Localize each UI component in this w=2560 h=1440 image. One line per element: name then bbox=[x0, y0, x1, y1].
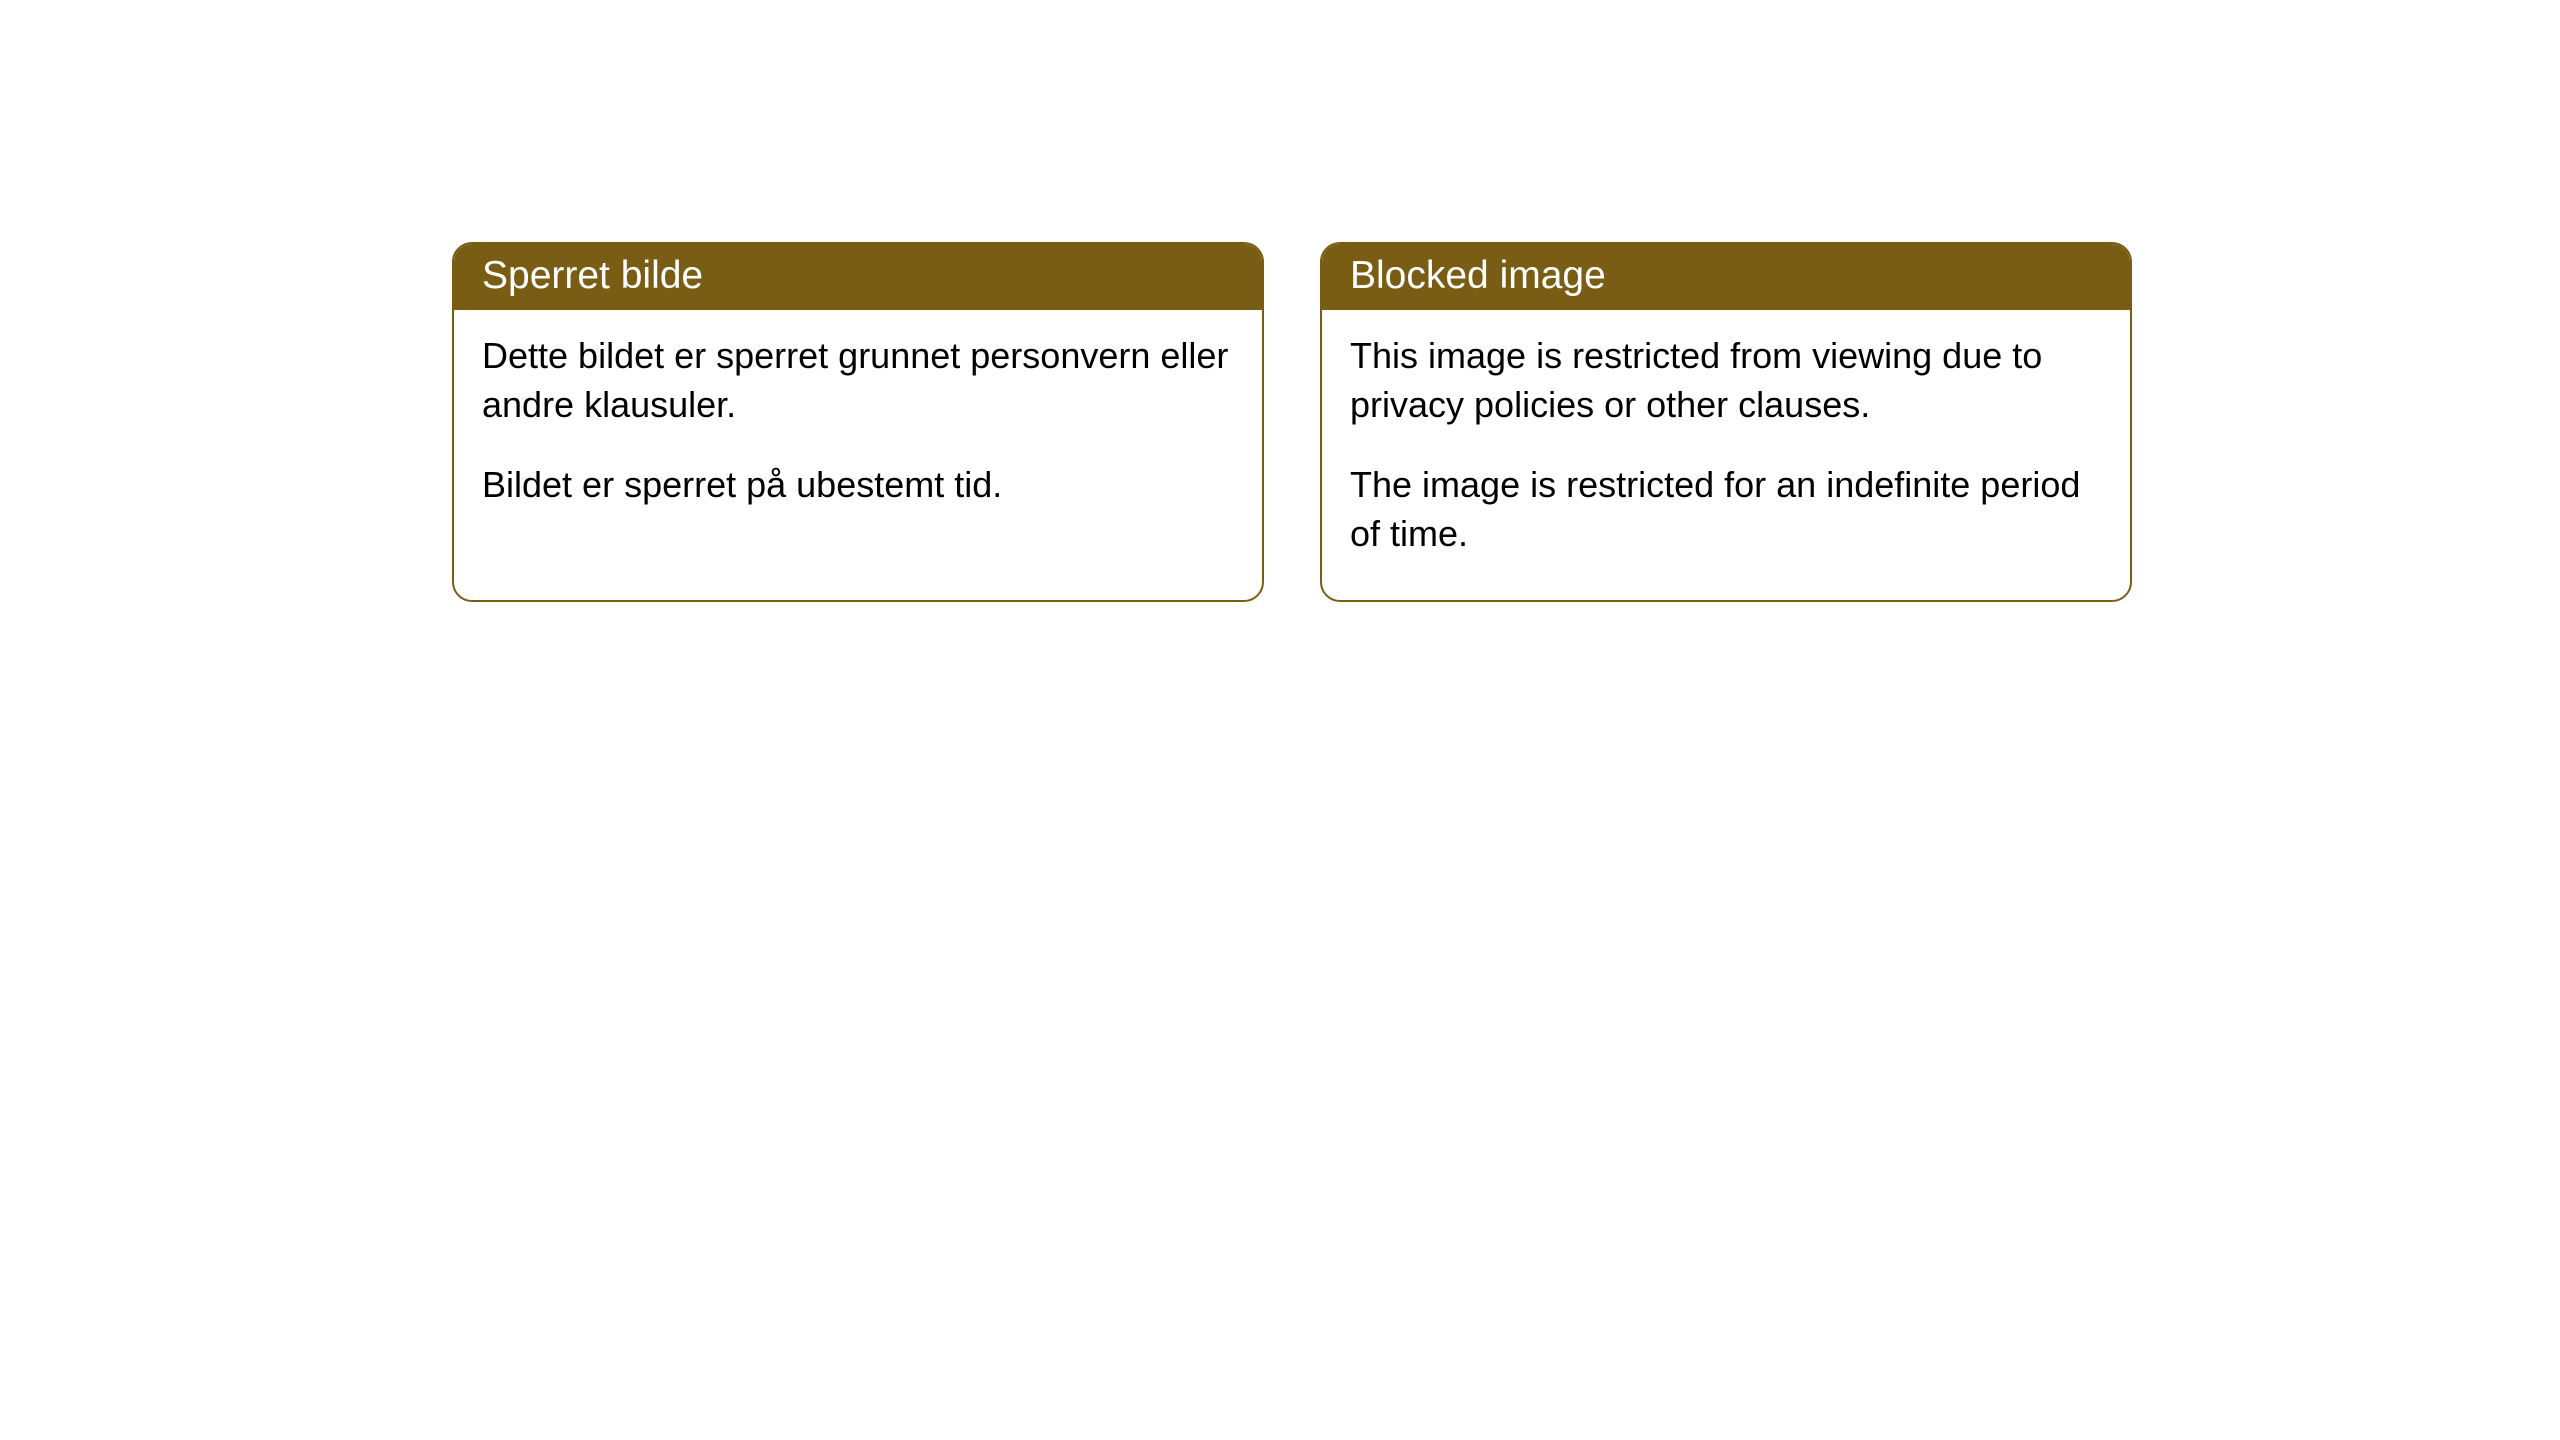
card-header: Blocked image bbox=[1322, 244, 2130, 310]
cards-container: Sperret bilde Dette bildet er sperret gr… bbox=[452, 242, 2132, 602]
card-body: Dette bildet er sperret grunnet personve… bbox=[454, 310, 1262, 552]
card-title: Sperret bilde bbox=[482, 254, 703, 297]
card-body: This image is restricted from viewing du… bbox=[1322, 310, 2130, 600]
blocked-image-card-english: Blocked image This image is restricted f… bbox=[1320, 242, 2132, 602]
blocked-image-card-norwegian: Sperret bilde Dette bildet er sperret gr… bbox=[452, 242, 1264, 602]
card-paragraph-2: The image is restricted for an indefinit… bbox=[1350, 461, 2102, 558]
card-paragraph-1: This image is restricted from viewing du… bbox=[1350, 332, 2102, 429]
card-paragraph-2: Bildet er sperret på ubestemt tid. bbox=[482, 461, 1234, 510]
card-header: Sperret bilde bbox=[454, 244, 1262, 310]
card-title: Blocked image bbox=[1350, 254, 1606, 297]
card-paragraph-1: Dette bildet er sperret grunnet personve… bbox=[482, 332, 1234, 429]
